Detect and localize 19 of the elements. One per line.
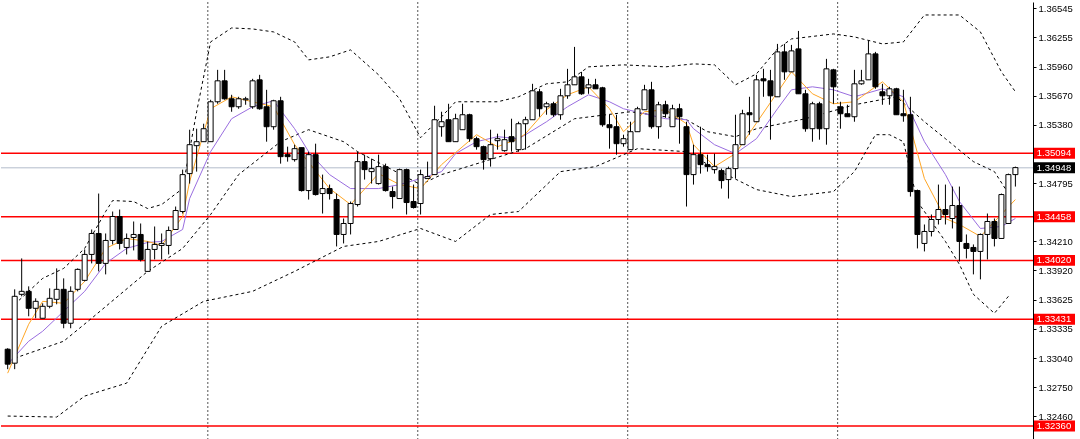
- y-tick-label: 1.34795: [1038, 177, 1073, 189]
- y-tick-label: 1.33335: [1038, 323, 1073, 335]
- y-tick-label: 1.35380: [1038, 119, 1073, 131]
- y-tick-label: 1.34210: [1038, 235, 1073, 247]
- ref-line-label: 1.34020: [1036, 254, 1072, 266]
- y-tick-label: 1.32460: [1038, 410, 1073, 422]
- y-tick-label: 1.33920: [1038, 264, 1073, 276]
- y-tick-label: 1.36545: [1038, 2, 1073, 14]
- ref-line-label: 1.32360: [1036, 420, 1072, 432]
- y-tick-label: 1.35670: [1038, 90, 1073, 102]
- y-tick-label: 1.35960: [1038, 61, 1073, 73]
- y-tick-label: 1.32750: [1038, 381, 1073, 393]
- ref-line-label: 1.34948: [1036, 161, 1072, 173]
- y-tick-label: 1.33040: [1038, 352, 1073, 364]
- y-tick-label: 1.36255: [1038, 31, 1073, 43]
- y-tick-label: 1.33625: [1038, 294, 1073, 306]
- ref-line-label: 1.34458: [1036, 210, 1072, 222]
- ref-line-label: 1.35094: [1036, 147, 1072, 159]
- ref-line-label: 1.33431: [1036, 313, 1072, 325]
